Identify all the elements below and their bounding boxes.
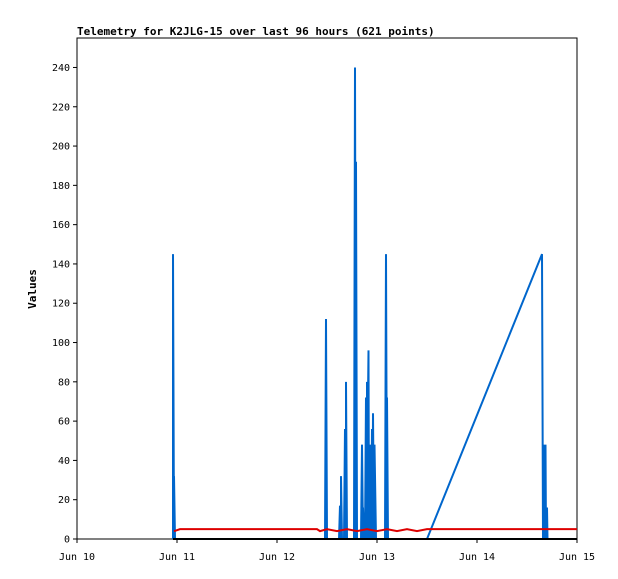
y-axis: 0 20 40 60 80 100 120 140 160 180 200 220 240 xyxy=(52,63,77,546)
y-tick-label: 60 xyxy=(58,417,70,428)
x-tick-label: Jun 13 xyxy=(359,552,395,563)
x-tick-label: Jun 10 xyxy=(59,552,95,563)
x-tick-label: Jun 12 xyxy=(259,552,295,563)
y-tick-label: 0 xyxy=(64,535,70,546)
x-tick-label: Jun 11 xyxy=(159,552,195,563)
x-tick-label: Jun 14 xyxy=(459,552,495,563)
x-tick-label: Jun 15 xyxy=(559,552,595,563)
y-tick-label: 180 xyxy=(52,181,70,192)
y-tick-label: 40 xyxy=(58,456,70,467)
y-tick-label: 100 xyxy=(52,338,70,349)
y-tick-label: 160 xyxy=(52,220,70,231)
y-tick-label: 120 xyxy=(52,299,70,310)
y-tick-label: 80 xyxy=(58,377,70,388)
series-layer xyxy=(172,67,577,540)
x-axis: Jun 10 Jun 11 Jun 12 Jun 13 Jun 14 Jun 15 xyxy=(59,539,595,563)
y-tick-label: 20 xyxy=(58,495,70,506)
chart-title: Telemetry for K2JLG-15 over last 96 hour… xyxy=(77,25,435,38)
y-tick-label: 240 xyxy=(52,63,70,74)
y-tick-label: 220 xyxy=(52,102,70,113)
y-axis-label: Values xyxy=(26,269,39,309)
y-tick-label: 140 xyxy=(52,259,70,270)
series-line-2 xyxy=(173,528,577,533)
y-tick-label: 200 xyxy=(52,142,70,153)
